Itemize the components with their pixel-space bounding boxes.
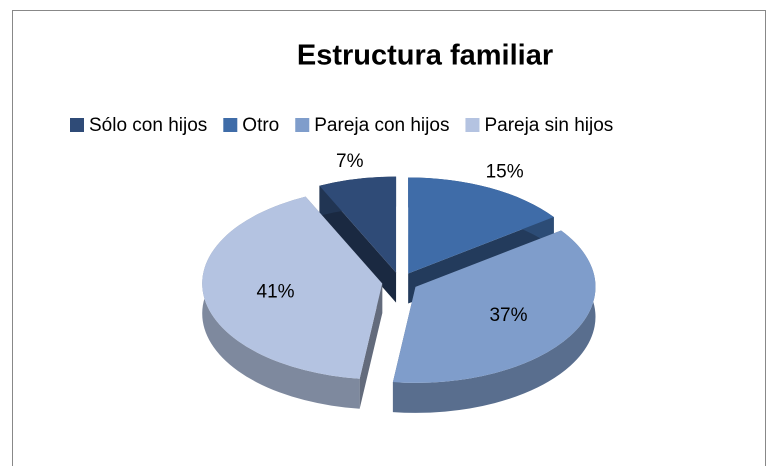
slice-side bbox=[319, 185, 397, 303]
slice-top bbox=[202, 196, 383, 379]
data-label: 37% bbox=[489, 305, 527, 326]
data-label: 7% bbox=[336, 151, 364, 172]
slice-top bbox=[319, 176, 397, 273]
slice bbox=[202, 196, 383, 409]
slice-side bbox=[359, 283, 383, 409]
slice-wall bbox=[392, 230, 596, 413]
legend-label: Otro bbox=[242, 115, 279, 136]
legend-label: Sólo con hijos bbox=[89, 115, 207, 136]
chart-title: Estructura familiar bbox=[297, 40, 553, 72]
legend-swatch bbox=[223, 118, 238, 132]
data-label: 15% bbox=[486, 162, 524, 183]
slice bbox=[392, 230, 596, 413]
legend-swatch bbox=[295, 118, 310, 132]
legend-label: Pareja con hijos bbox=[314, 115, 449, 136]
legend-swatch bbox=[465, 118, 480, 132]
legend-label: Pareja sin hijos bbox=[484, 115, 613, 136]
data-label: 41% bbox=[257, 282, 295, 303]
slice-top bbox=[392, 230, 596, 383]
slice-top bbox=[408, 177, 554, 274]
legend-swatch bbox=[70, 118, 84, 132]
slice bbox=[319, 176, 397, 303]
